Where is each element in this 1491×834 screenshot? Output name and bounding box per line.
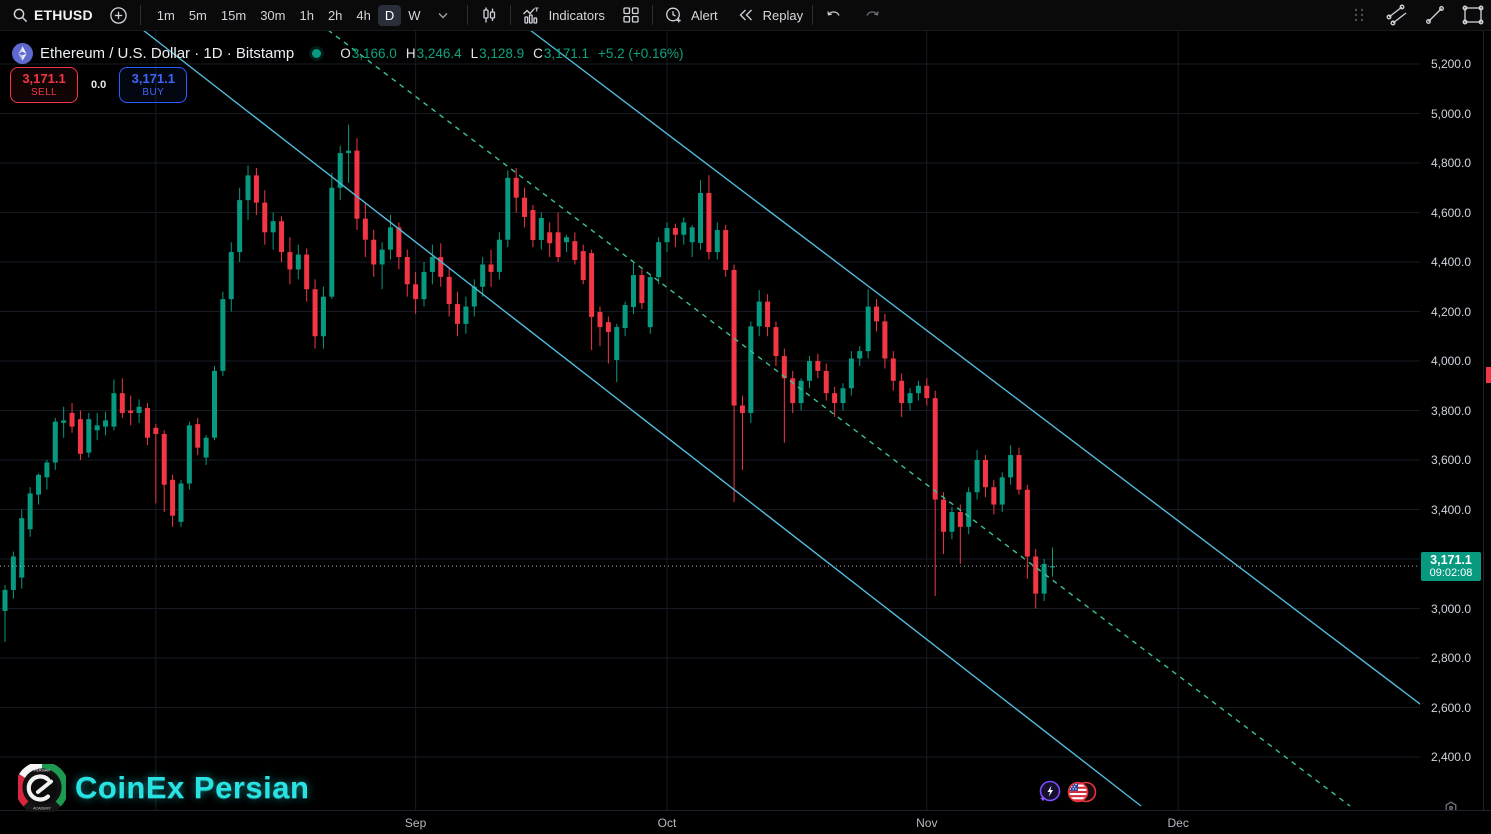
watermark: PERSIAN ACADEMY CoinEx Persian [18, 764, 309, 812]
ohlc-key: C [533, 46, 543, 61]
price-tick: 2,400.0 [1430, 750, 1471, 764]
ohlc-value: 3,166.0 [351, 46, 397, 61]
sell-button[interactable]: 3,171.1 SELL [10, 67, 78, 103]
last-price-value: 3,171.1 [1430, 552, 1472, 567]
price-tick: 3,800.0 [1430, 403, 1471, 418]
replay-button[interactable]: Replay [734, 3, 803, 27]
timeframe-5m[interactable]: 5m [188, 7, 207, 23]
alert-button[interactable]: Alert [662, 3, 718, 27]
price-tick: 4,800.0 [1430, 156, 1471, 170]
price-tick: 4,200.0 [1430, 304, 1471, 319]
indicators-label: Indicators [548, 7, 605, 23]
price-tick: 4,000.0 [1430, 354, 1471, 368]
symbol-button[interactable]: ETHUSD [34, 7, 93, 23]
drag-handle-icon[interactable] [1347, 3, 1371, 27]
time-tick-Sep: Sep [404, 816, 427, 830]
buy-button[interactable]: 3,171.1 BUY [119, 67, 188, 103]
chevron-down-icon[interactable] [431, 3, 455, 27]
buy-price: 3,171.1 [131, 70, 175, 86]
time-axis[interactable]: Sep Oct Nov Dec [0, 810, 1491, 834]
replay-label: Replay [762, 7, 804, 23]
ohlc-value: 3,246.4 [416, 46, 462, 61]
svg-text:ACADEMY: ACADEMY [33, 807, 51, 811]
replay-icon [734, 3, 758, 27]
coinex-persian-logo-icon: PERSIAN ACADEMY [18, 764, 66, 812]
us-flag-event-icon[interactable] [1067, 780, 1097, 804]
price-tick: 4,400.0 [1430, 255, 1471, 269]
divider [509, 5, 511, 25]
timeframe-4h[interactable]: 4h [356, 7, 371, 23]
ohlc-values: O 3,166.0 H 3,246.4 L 3,128.9 C 3,171.1 [331, 46, 589, 61]
price-tick: 3,600.0 [1430, 453, 1471, 467]
alert-icon [662, 3, 686, 27]
timeframe-15m[interactable]: 15m [220, 7, 247, 23]
price-tick: 2,600.0 [1430, 700, 1471, 715]
trendline-icon[interactable] [1423, 3, 1447, 27]
indicators-button[interactable]: Indicators [520, 3, 605, 27]
svg-text:PERSIAN: PERSIAN [34, 768, 50, 772]
divider [466, 5, 468, 25]
divider [812, 5, 814, 25]
templates-icon[interactable] [619, 3, 643, 27]
sell-label: SELL [30, 86, 58, 98]
bar-countdown: 09:02:08 [1429, 566, 1473, 579]
price-tick: 5,200.0 [1430, 57, 1471, 71]
time-tick-Dec: Dec [1167, 816, 1189, 830]
timeframe-30m[interactable]: 30m [260, 7, 286, 23]
timeframe-1h[interactable]: 1h [299, 7, 314, 23]
last-price-label: 3,171.1 09:02:08 [1421, 551, 1481, 581]
spread-value: 0.0 [91, 79, 107, 91]
price-change: +5.2 (+0.16%) [597, 46, 684, 61]
add-symbol-icon[interactable] [107, 3, 131, 27]
ohlc-key: O [340, 46, 351, 61]
sell-price: 3,171.1 [22, 70, 66, 86]
symbol-info-row: Ethereum / U.S. Dollar · 1D · Bitstamp O… [12, 43, 684, 64]
watermark-text: CoinEx Persian [75, 770, 310, 805]
eth-logo-icon [12, 43, 33, 64]
timeframe-W[interactable]: W [408, 7, 421, 23]
ohlc-key: L [470, 46, 479, 61]
divider [139, 5, 141, 25]
redo-icon[interactable] [860, 3, 884, 27]
timeframe-2h[interactable]: 2h [327, 7, 343, 23]
price-tick: 2,800.0 [1430, 651, 1471, 665]
trade-panel: 3,171.1 SELL 0.0 3,171.1 BUY [10, 67, 188, 103]
ohlc-value: 3,128.9 [479, 46, 525, 61]
buy-label: BUY [142, 86, 165, 98]
candlestick-chart[interactable] [0, 0, 1420, 810]
event-markers [1037, 779, 1097, 805]
parallel-channel-icon[interactable] [1385, 3, 1409, 27]
price-tick: 4,600.0 [1430, 205, 1471, 220]
price-tick: 3,400.0 [1430, 502, 1471, 517]
timeframe-D[interactable]: D [377, 4, 402, 26]
price-axis-red-marker [1486, 367, 1491, 383]
undo-icon[interactable] [822, 3, 846, 27]
time-tick-Nov: Nov [916, 816, 938, 830]
market-status-icon[interactable] [312, 49, 322, 58]
ohlc-value: 3,171.1 [543, 46, 589, 61]
time-tick-Oct: Oct [657, 816, 677, 830]
top-toolbar: ETHUSD 1m 5m 15m 30m 1h 2h 4h D W Indicato [0, 0, 1491, 31]
indicators-icon [520, 3, 544, 27]
chart-style-icon[interactable] [477, 3, 501, 27]
timeframe-row: 1m 5m 15m 30m 1h 2h 4h D W [150, 4, 428, 26]
rectangle-icon[interactable] [1461, 3, 1485, 27]
price-axis-border [1483, 30, 1484, 810]
search-icon[interactable] [8, 3, 32, 27]
ohlc-key: H [405, 46, 416, 61]
timeframe-1m[interactable]: 1m [156, 7, 175, 23]
price-tick: 5,000.0 [1430, 106, 1471, 121]
price-axis[interactable]: 5,200.0 5,000.0 4,800.0 4,600.0 4,400.0 4,200… [1420, 30, 1491, 810]
lightning-event-icon[interactable] [1037, 779, 1063, 805]
alert-label: Alert [690, 7, 718, 23]
divider [651, 5, 653, 25]
symbol-title[interactable]: Ethereum / U.S. Dollar · 1D · Bitstamp [40, 45, 295, 62]
price-tick: 3,000.0 [1430, 601, 1471, 616]
